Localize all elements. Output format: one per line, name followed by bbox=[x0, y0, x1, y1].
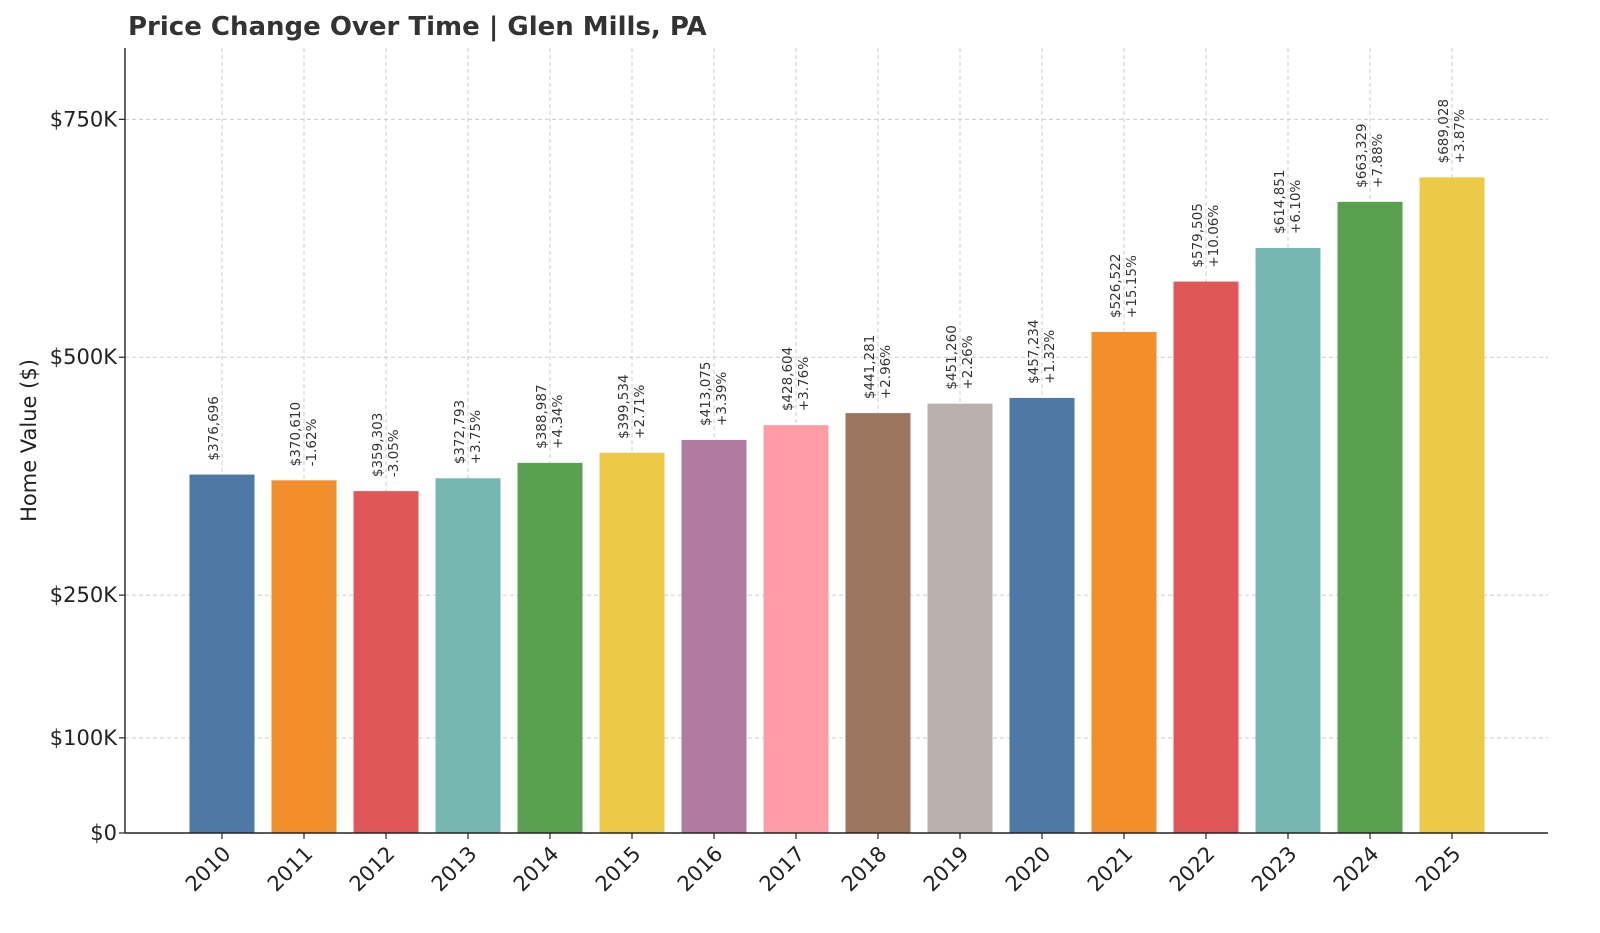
bar-change-text: +1.32% bbox=[1042, 330, 1058, 384]
bar-change-text: +6.10% bbox=[1288, 180, 1304, 234]
bar-2019 bbox=[927, 403, 993, 833]
bar-value-text: $428,604 bbox=[780, 347, 796, 411]
bar-change-text: +3.39% bbox=[714, 372, 730, 426]
bar-change-text: -3.05% bbox=[386, 429, 402, 477]
bar-value-label: $614,851+6.10% bbox=[1272, 170, 1304, 234]
bar-2015 bbox=[599, 452, 665, 833]
y-tick-label: $0 bbox=[90, 821, 117, 845]
x-tick-label: 2022 bbox=[1165, 842, 1220, 897]
bar-2013 bbox=[435, 478, 501, 833]
bar-change-text: +4.34% bbox=[550, 395, 566, 449]
bar-value-text: $370,610 bbox=[288, 402, 304, 466]
bar-value-text: $526,522 bbox=[1108, 254, 1124, 318]
bar-2014 bbox=[517, 462, 583, 833]
bar-value-text: $579,505 bbox=[1190, 203, 1206, 267]
x-tick-label: 2010 bbox=[181, 842, 236, 897]
bar-value-label: $388,987+4.34% bbox=[534, 384, 566, 448]
x-tick-label: 2025 bbox=[1411, 842, 1466, 897]
bar-value-label: $451,260+2.26% bbox=[944, 325, 976, 389]
bar-value-text: $413,075 bbox=[698, 362, 714, 426]
bar-change-text: +10.06% bbox=[1206, 205, 1222, 268]
bar-value-label: $526,522+15.15% bbox=[1108, 254, 1140, 318]
bar-change-text: -1.62% bbox=[304, 418, 320, 466]
x-tick-label: 2023 bbox=[1247, 842, 1302, 897]
bar-value-text: $441,281 bbox=[862, 335, 878, 399]
bar-value-label: $689,028+3.87% bbox=[1436, 99, 1468, 163]
bar-2025 bbox=[1419, 177, 1485, 834]
bar-value-label: $359,303-3.05% bbox=[370, 413, 402, 477]
bar-change-text: +2.26% bbox=[960, 335, 976, 389]
bar-change-text: +3.87% bbox=[1452, 109, 1468, 163]
x-tick-label: 2012 bbox=[345, 842, 400, 897]
bar-value-label: $413,075+3.39% bbox=[698, 362, 730, 426]
x-tick-label: 2018 bbox=[837, 842, 892, 897]
bar-value-label: $376,696 bbox=[206, 396, 222, 460]
bar-value-text: $376,696 bbox=[206, 396, 222, 460]
bar-2011 bbox=[271, 480, 337, 833]
bar-value-label: $399,534+2.71% bbox=[616, 374, 648, 438]
bar-value-text: $689,028 bbox=[1436, 99, 1452, 163]
bar-value-label: $457,234+1.32% bbox=[1026, 320, 1058, 384]
x-tick-label: 2016 bbox=[673, 842, 728, 897]
bar-change-text: +3.75% bbox=[468, 410, 484, 464]
x-tick-label: 2020 bbox=[1001, 842, 1056, 897]
bar-value-label: $441,281+2.96% bbox=[862, 335, 894, 399]
bar-2022 bbox=[1173, 281, 1239, 833]
bar-change-text: +2.71% bbox=[632, 384, 648, 438]
bar-value-label: $428,604+3.76% bbox=[780, 347, 812, 411]
bar-value-label: $370,610-1.62% bbox=[288, 402, 320, 466]
x-tick-label: 2013 bbox=[427, 842, 482, 897]
bar-change-text: +2.96% bbox=[878, 345, 894, 399]
bar-2017 bbox=[763, 425, 829, 833]
x-tick-label: 2019 bbox=[919, 842, 974, 897]
x-tick-label: 2015 bbox=[591, 842, 646, 897]
bar-2024 bbox=[1337, 201, 1403, 834]
bar-value-text: $614,851 bbox=[1272, 170, 1288, 234]
bar-2010 bbox=[189, 474, 255, 833]
bar-2021 bbox=[1091, 332, 1157, 833]
x-tick-label: 2014 bbox=[509, 842, 564, 897]
x-tick-label: 2021 bbox=[1083, 842, 1138, 897]
y-tick-label: $750K bbox=[50, 107, 118, 131]
bar-value-text: $372,793 bbox=[452, 400, 468, 464]
bar-value-text: $451,260 bbox=[944, 325, 960, 389]
bar-2020 bbox=[1009, 397, 1075, 833]
bar-value-text: $457,234 bbox=[1026, 320, 1042, 384]
bar-2018 bbox=[845, 413, 911, 833]
x-tick-label: 2024 bbox=[1329, 842, 1384, 897]
y-axis-label: Home Value ($) bbox=[17, 359, 41, 522]
bar-value-label: $663,329+7.88% bbox=[1354, 123, 1386, 187]
bar-value-label: $372,793+3.75% bbox=[452, 400, 484, 464]
y-tick-label: $100K bbox=[50, 726, 118, 750]
bar-change-text: +7.88% bbox=[1370, 133, 1386, 187]
bar-value-label: $579,505+10.06% bbox=[1190, 203, 1222, 267]
bar-2012 bbox=[353, 491, 419, 833]
bar-2023 bbox=[1255, 247, 1321, 833]
x-tick-label: 2011 bbox=[263, 842, 318, 897]
bar-value-text: $359,303 bbox=[370, 413, 386, 477]
y-tick-label: $250K bbox=[50, 583, 118, 607]
bar-value-text: $399,534 bbox=[616, 374, 632, 438]
bar-change-text: +15.15% bbox=[1124, 255, 1140, 318]
bar-2016 bbox=[681, 439, 747, 833]
x-tick-label: 2017 bbox=[755, 842, 810, 897]
bar-value-text: $388,987 bbox=[534, 384, 550, 448]
bar-value-text: $663,329 bbox=[1354, 123, 1370, 187]
y-tick-label: $500K bbox=[50, 345, 118, 369]
bar-change-text: +3.76% bbox=[796, 357, 812, 411]
chart-title: Price Change Over Time | Glen Mills, PA bbox=[128, 12, 707, 42]
